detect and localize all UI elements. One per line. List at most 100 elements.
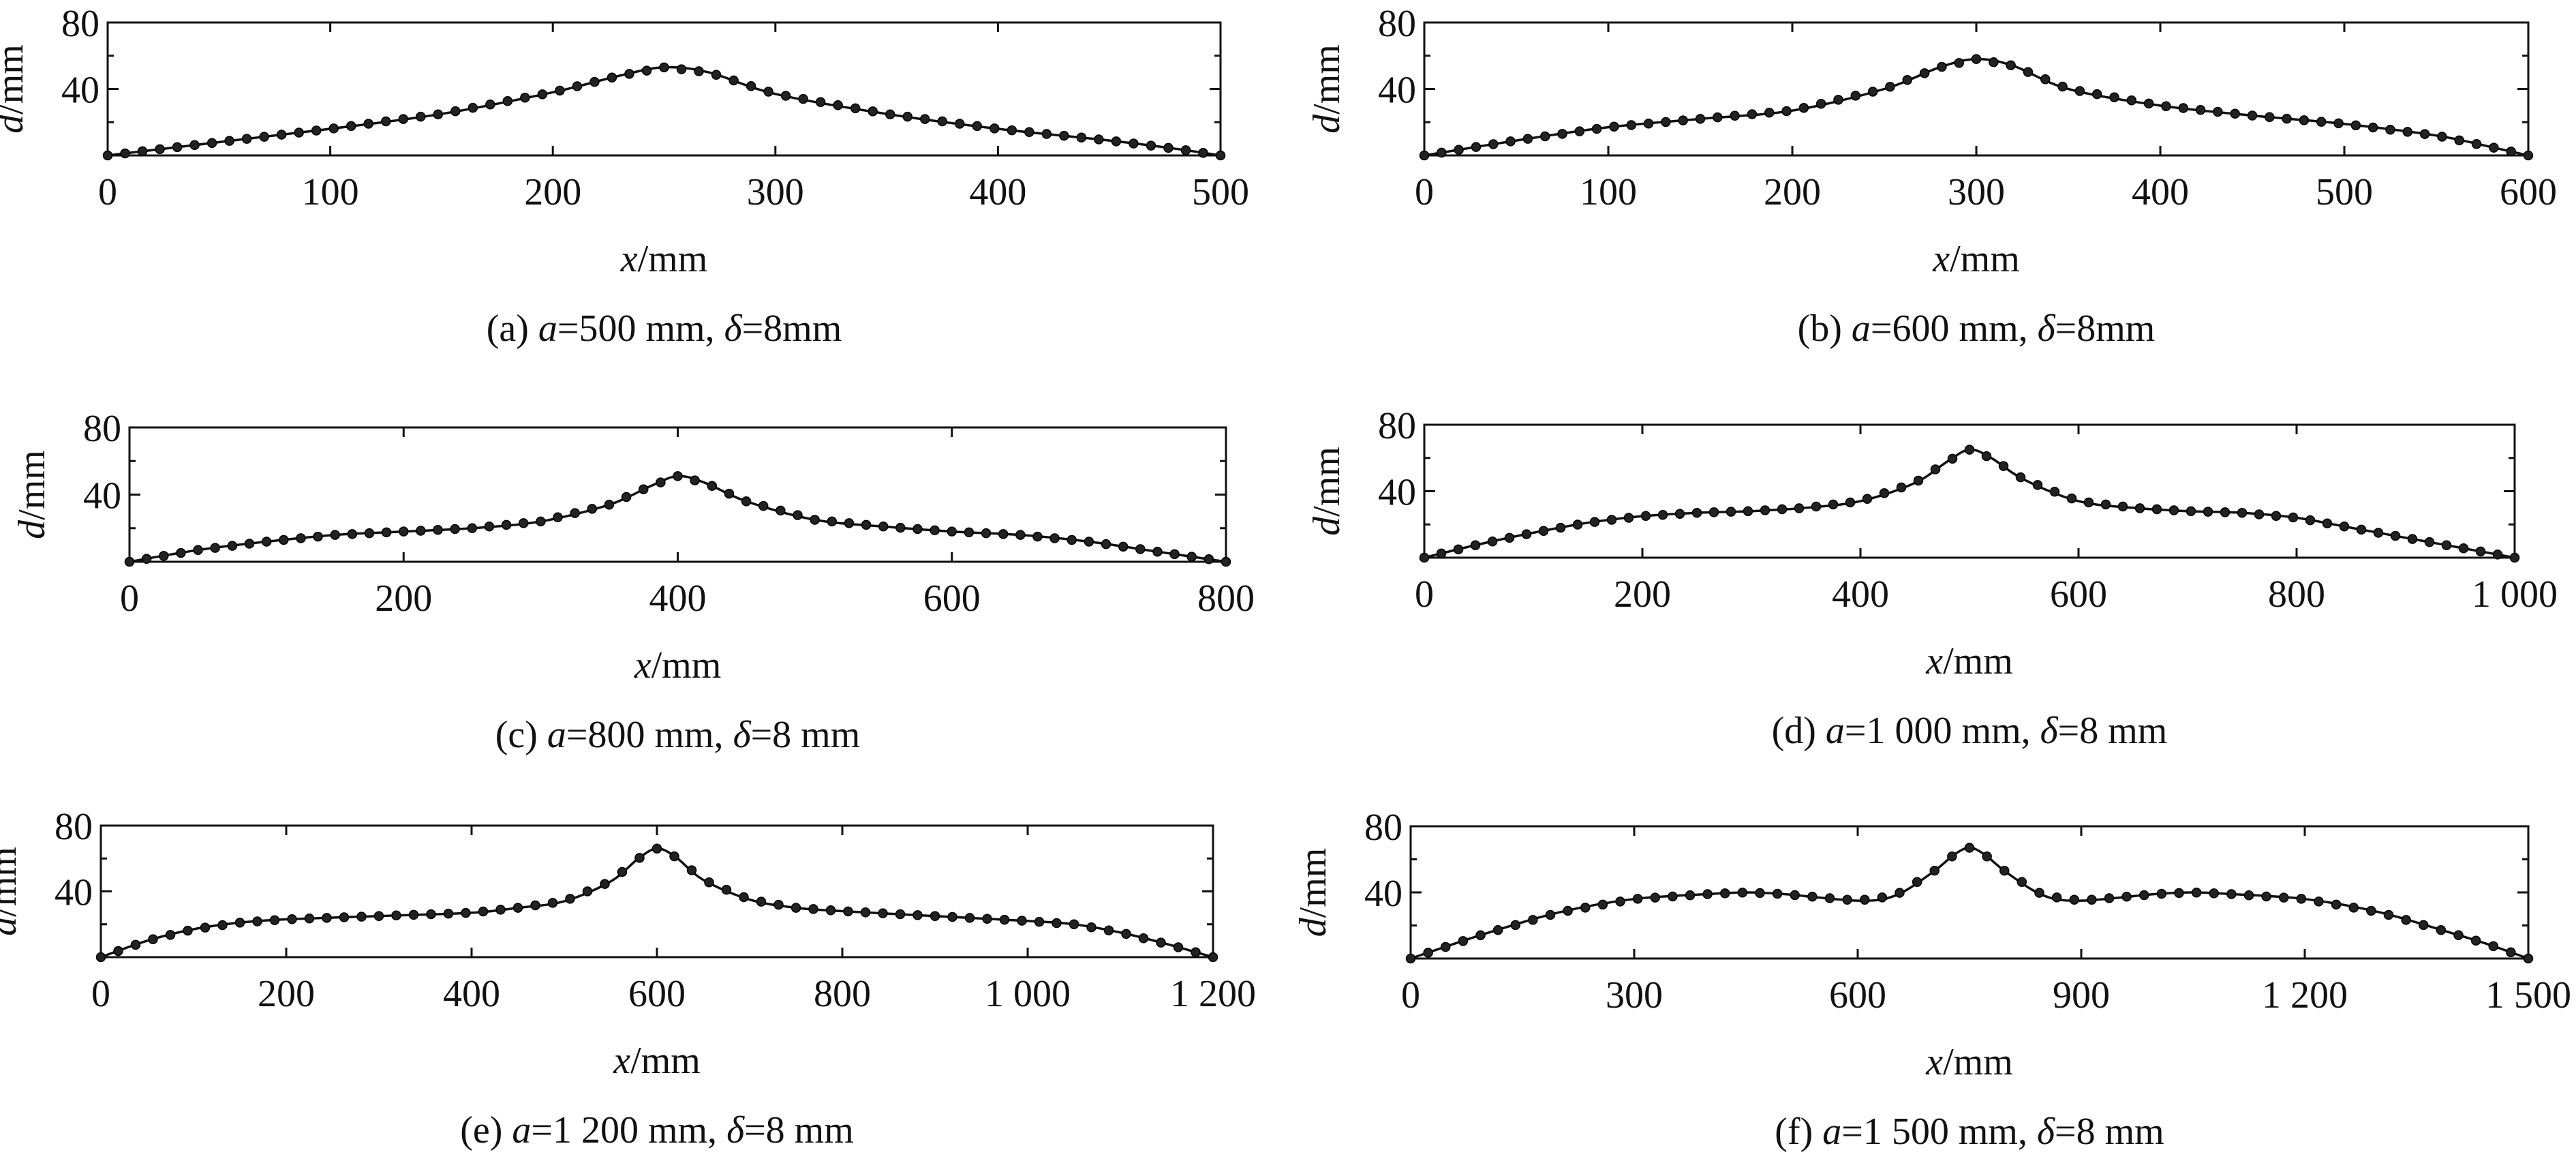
series-marker (381, 116, 391, 127)
series-marker (537, 89, 548, 100)
series-marker (972, 121, 983, 132)
y-axis-label: d/mm (11, 450, 53, 539)
series-marker (2220, 507, 2230, 517)
caption-delta-symbol: δ (724, 307, 743, 350)
series-line (1424, 448, 2515, 559)
series-marker (2333, 118, 2344, 129)
series-marker (2488, 941, 2498, 952)
x-axis-label: x/mm (1932, 238, 2020, 280)
series-marker (686, 865, 697, 875)
series-marker (259, 132, 269, 142)
caption-prefix: (a) (487, 307, 538, 350)
series-marker (2441, 540, 2452, 550)
series-marker (461, 907, 471, 918)
series-marker (741, 496, 752, 507)
series-marker (1487, 536, 1498, 547)
series-marker (2305, 515, 2316, 526)
series-marker (224, 136, 234, 146)
y-tick-label: 80 (61, 3, 99, 45)
series-marker (1981, 451, 1992, 462)
series-marker (2087, 894, 2097, 905)
caption-prefix: (e) (460, 1109, 512, 1151)
series-marker (2419, 920, 2429, 931)
series-marker (1156, 937, 1166, 948)
series-marker (1989, 57, 1999, 67)
series-marker (426, 909, 436, 920)
x-tick-label: 800 (814, 973, 871, 1015)
x-tick-label: 400 (1832, 573, 1889, 616)
series-marker (1982, 851, 1992, 862)
series-marker (2390, 530, 2401, 541)
x-tick-label: 400 (969, 171, 1026, 213)
series-marker (210, 543, 220, 553)
series-marker (1919, 68, 1930, 78)
series-marker (555, 85, 565, 96)
y-tick-label: 80 (1364, 806, 1402, 849)
series-marker (2436, 924, 2447, 935)
x-tick-label: 200 (1764, 171, 1821, 213)
series-marker (2178, 103, 2188, 113)
series-marker (2191, 887, 2202, 898)
series-marker (1971, 54, 1982, 64)
caption-delta-symbol: δ (726, 1109, 745, 1151)
series-marker (2109, 92, 2119, 102)
series-marker (2104, 893, 2115, 903)
series-marker (2348, 903, 2359, 913)
series-marker (1937, 61, 1947, 72)
series-marker (1747, 109, 1758, 119)
x-axis-unit: /mm (1943, 1041, 2013, 1083)
series-marker (1713, 112, 1723, 123)
x-tick-label: 0 (120, 577, 139, 620)
series-marker (641, 65, 652, 76)
series-marker (1539, 131, 1550, 142)
series-marker (998, 529, 1009, 539)
series-marker (1471, 142, 1482, 152)
series-marker (518, 518, 529, 528)
series-marker (1964, 444, 1975, 455)
plot-frame (1423, 21, 2530, 157)
series-marker (450, 106, 461, 117)
series-marker (2174, 888, 2184, 899)
series-marker (2034, 888, 2044, 898)
series-marker (553, 512, 563, 522)
series-marker (269, 915, 280, 925)
series-marker (279, 534, 289, 545)
series-marker (2471, 138, 2482, 149)
series-marker (1913, 475, 1924, 486)
x-tick-label: 300 (747, 171, 804, 213)
series-marker (1777, 504, 1788, 515)
series-marker (937, 116, 947, 127)
x-tick-label: 300 (1948, 171, 2005, 213)
series-marker (2282, 113, 2292, 124)
series-marker (1198, 147, 1208, 158)
series-marker (495, 905, 506, 915)
plot-frame (1423, 423, 2516, 559)
series-marker (798, 93, 808, 104)
x-axis-symbol: x (613, 1040, 630, 1082)
series-marker (363, 119, 373, 129)
series-marker (2017, 877, 2027, 887)
series-marker (930, 525, 940, 536)
series-marker (1557, 129, 1567, 139)
series-marker (1702, 889, 1713, 899)
series-marker (1912, 877, 1922, 887)
x-tick-label: 400 (2132, 171, 2189, 213)
series-marker (565, 894, 575, 904)
series-marker (2091, 89, 2102, 100)
y-axis-unit: /mm (1306, 447, 1348, 517)
x-tick-label: 600 (1829, 974, 1886, 1016)
series-marker (746, 81, 756, 91)
x-axis-label: x/mm (634, 644, 722, 687)
series-marker (1842, 894, 1852, 905)
caption-a-value: =1 200 mm, (531, 1109, 726, 1151)
x-axis-label: x/mm (1925, 640, 2013, 682)
series-marker (200, 922, 211, 933)
y-axis-unit: /mm (1292, 848, 1334, 918)
series-marker (1052, 918, 1062, 929)
series-marker (833, 100, 843, 110)
y-tick-label: 80 (55, 806, 93, 848)
series-marker (2356, 524, 2367, 535)
series-marker (1186, 552, 1197, 562)
caption-delta-symbol: δ (2038, 307, 2056, 350)
